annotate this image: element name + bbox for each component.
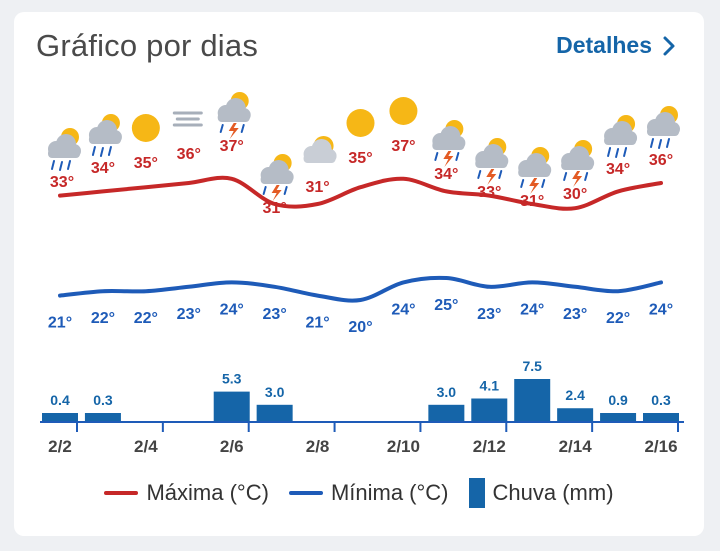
min-temp-label: 22° bbox=[91, 310, 115, 327]
x-tick-label: 2/16 bbox=[644, 437, 677, 456]
rain-value-label: 0.4 bbox=[50, 392, 70, 408]
weather-chart-card: Gráfico por dias Detalhes 33° 34° 35° 36° 37… bbox=[14, 12, 704, 536]
x-tick-label: 2/4 bbox=[134, 437, 158, 456]
chevron-right-icon bbox=[663, 36, 675, 55]
max-temp-label: 33° bbox=[477, 184, 501, 201]
rain-bar bbox=[42, 413, 78, 422]
weather-icon-storm bbox=[432, 120, 466, 167]
min-temp-label: 22° bbox=[134, 310, 158, 327]
series-line-min bbox=[58, 275, 663, 303]
max-temp-label: 34° bbox=[91, 160, 115, 177]
rain-value-label: 3.0 bbox=[265, 384, 285, 400]
rain-bar bbox=[514, 379, 551, 422]
weather-icon-rain-cloud bbox=[88, 114, 122, 157]
rain-bar bbox=[557, 408, 594, 422]
legend-swatch-min bbox=[288, 491, 323, 495]
max-temp-label: 35° bbox=[134, 155, 158, 172]
rain-bar bbox=[428, 404, 465, 422]
min-temp-label: 24° bbox=[520, 301, 544, 318]
legend-label-min: Mínima (°C) bbox=[330, 480, 449, 505]
rain-value-label: 0.3 bbox=[651, 392, 671, 408]
legend-swatch-rain bbox=[468, 478, 485, 508]
min-temp-label: 22° bbox=[606, 310, 630, 327]
max-temp-label: 36° bbox=[177, 146, 201, 163]
legend-item-min: Mínima (°C) bbox=[288, 480, 449, 506]
max-temp-label: 31° bbox=[520, 193, 544, 210]
weather-icon-partly-cloudy bbox=[303, 136, 337, 163]
weather-icon-storm bbox=[518, 147, 552, 194]
details-label: Detalhes bbox=[556, 32, 652, 58]
legend-item-max: Máxima (°C) bbox=[104, 480, 269, 506]
min-temp-label: 24° bbox=[220, 301, 244, 318]
details-link[interactable]: Detalhes bbox=[556, 32, 676, 59]
rain-bar bbox=[600, 413, 637, 422]
rain-bar bbox=[84, 413, 121, 422]
x-tick-label: 2/8 bbox=[306, 437, 330, 456]
weather-icon-storm bbox=[260, 154, 294, 201]
max-temp-label: 31° bbox=[305, 179, 329, 196]
max-temp-label: 34° bbox=[434, 166, 458, 183]
rain-bar bbox=[256, 404, 293, 422]
min-temp-label: 23° bbox=[263, 306, 287, 323]
rain-bar bbox=[643, 413, 679, 422]
max-temp-label: 34° bbox=[606, 161, 630, 178]
max-temp-label: 31° bbox=[263, 200, 287, 217]
min-temp-label: 21° bbox=[48, 315, 72, 332]
min-temp-label: 24° bbox=[649, 301, 673, 318]
weather-icon-storm bbox=[561, 140, 595, 187]
legend-item-rain: Chuva (mm) bbox=[468, 478, 614, 508]
max-temp-label: 37° bbox=[220, 138, 244, 155]
min-temp-label: 23° bbox=[563, 306, 587, 323]
weather-icon-rain-cloud bbox=[604, 115, 638, 158]
rain-value-label: 2.4 bbox=[565, 387, 585, 403]
legend-label-max: Máxima (°C) bbox=[146, 480, 269, 505]
min-temp-label: 21° bbox=[305, 315, 329, 332]
daily-chart: 33° 34° 35° 36° 37° 31° 31° 35° 37° 34° 33° 31° 30° 3… bbox=[40, 92, 684, 456]
rain-bar bbox=[213, 391, 250, 422]
weather-icon-storm bbox=[217, 92, 251, 139]
chart-legend: Máxima (°C) Mínima (°C) Chuva (mm) bbox=[14, 478, 704, 508]
legend-label-rain: Chuva (mm) bbox=[492, 480, 614, 505]
rain-value-label: 3.0 bbox=[437, 384, 457, 400]
x-tick-label: 2/2 bbox=[48, 437, 72, 456]
page-title: Gráfico por dias bbox=[36, 28, 259, 63]
weather-icon-rain-cloud bbox=[647, 106, 680, 149]
rain-value-label: 0.3 bbox=[93, 392, 113, 408]
weather-icon-rain-cloud bbox=[48, 128, 81, 171]
rain-value-label: 5.3 bbox=[222, 371, 242, 387]
weather-icon-sun bbox=[131, 114, 160, 142]
weather-icon-storm bbox=[475, 138, 509, 185]
min-temp-label: 23° bbox=[477, 306, 501, 323]
x-tick-label: 2/12 bbox=[473, 437, 506, 456]
max-temp-label: 33° bbox=[50, 174, 74, 191]
min-temp-label: 24° bbox=[391, 301, 415, 318]
legend-swatch-max bbox=[104, 491, 139, 495]
weather-icon-sun bbox=[389, 97, 418, 125]
rain-value-label: 7.5 bbox=[522, 358, 542, 374]
x-tick-label: 2/14 bbox=[559, 437, 593, 456]
rain-value-label: 4.1 bbox=[480, 377, 500, 393]
x-tick-label: 2/10 bbox=[387, 437, 420, 456]
weather-icon-sun bbox=[346, 109, 375, 137]
series-line-max bbox=[58, 175, 663, 211]
max-temp-label: 37° bbox=[391, 138, 415, 155]
rain-value-label: 0.9 bbox=[608, 392, 628, 408]
min-temp-label: 23° bbox=[177, 306, 201, 323]
max-temp-label: 30° bbox=[563, 186, 587, 203]
min-temp-label: 20° bbox=[348, 319, 372, 336]
x-tick-label: 2/6 bbox=[220, 437, 244, 456]
min-temp-label: 25° bbox=[434, 297, 458, 314]
max-temp-label: 36° bbox=[649, 152, 673, 169]
rain-bar bbox=[471, 398, 508, 422]
weather-icon-haze bbox=[172, 111, 203, 127]
max-temp-label: 35° bbox=[348, 150, 372, 167]
